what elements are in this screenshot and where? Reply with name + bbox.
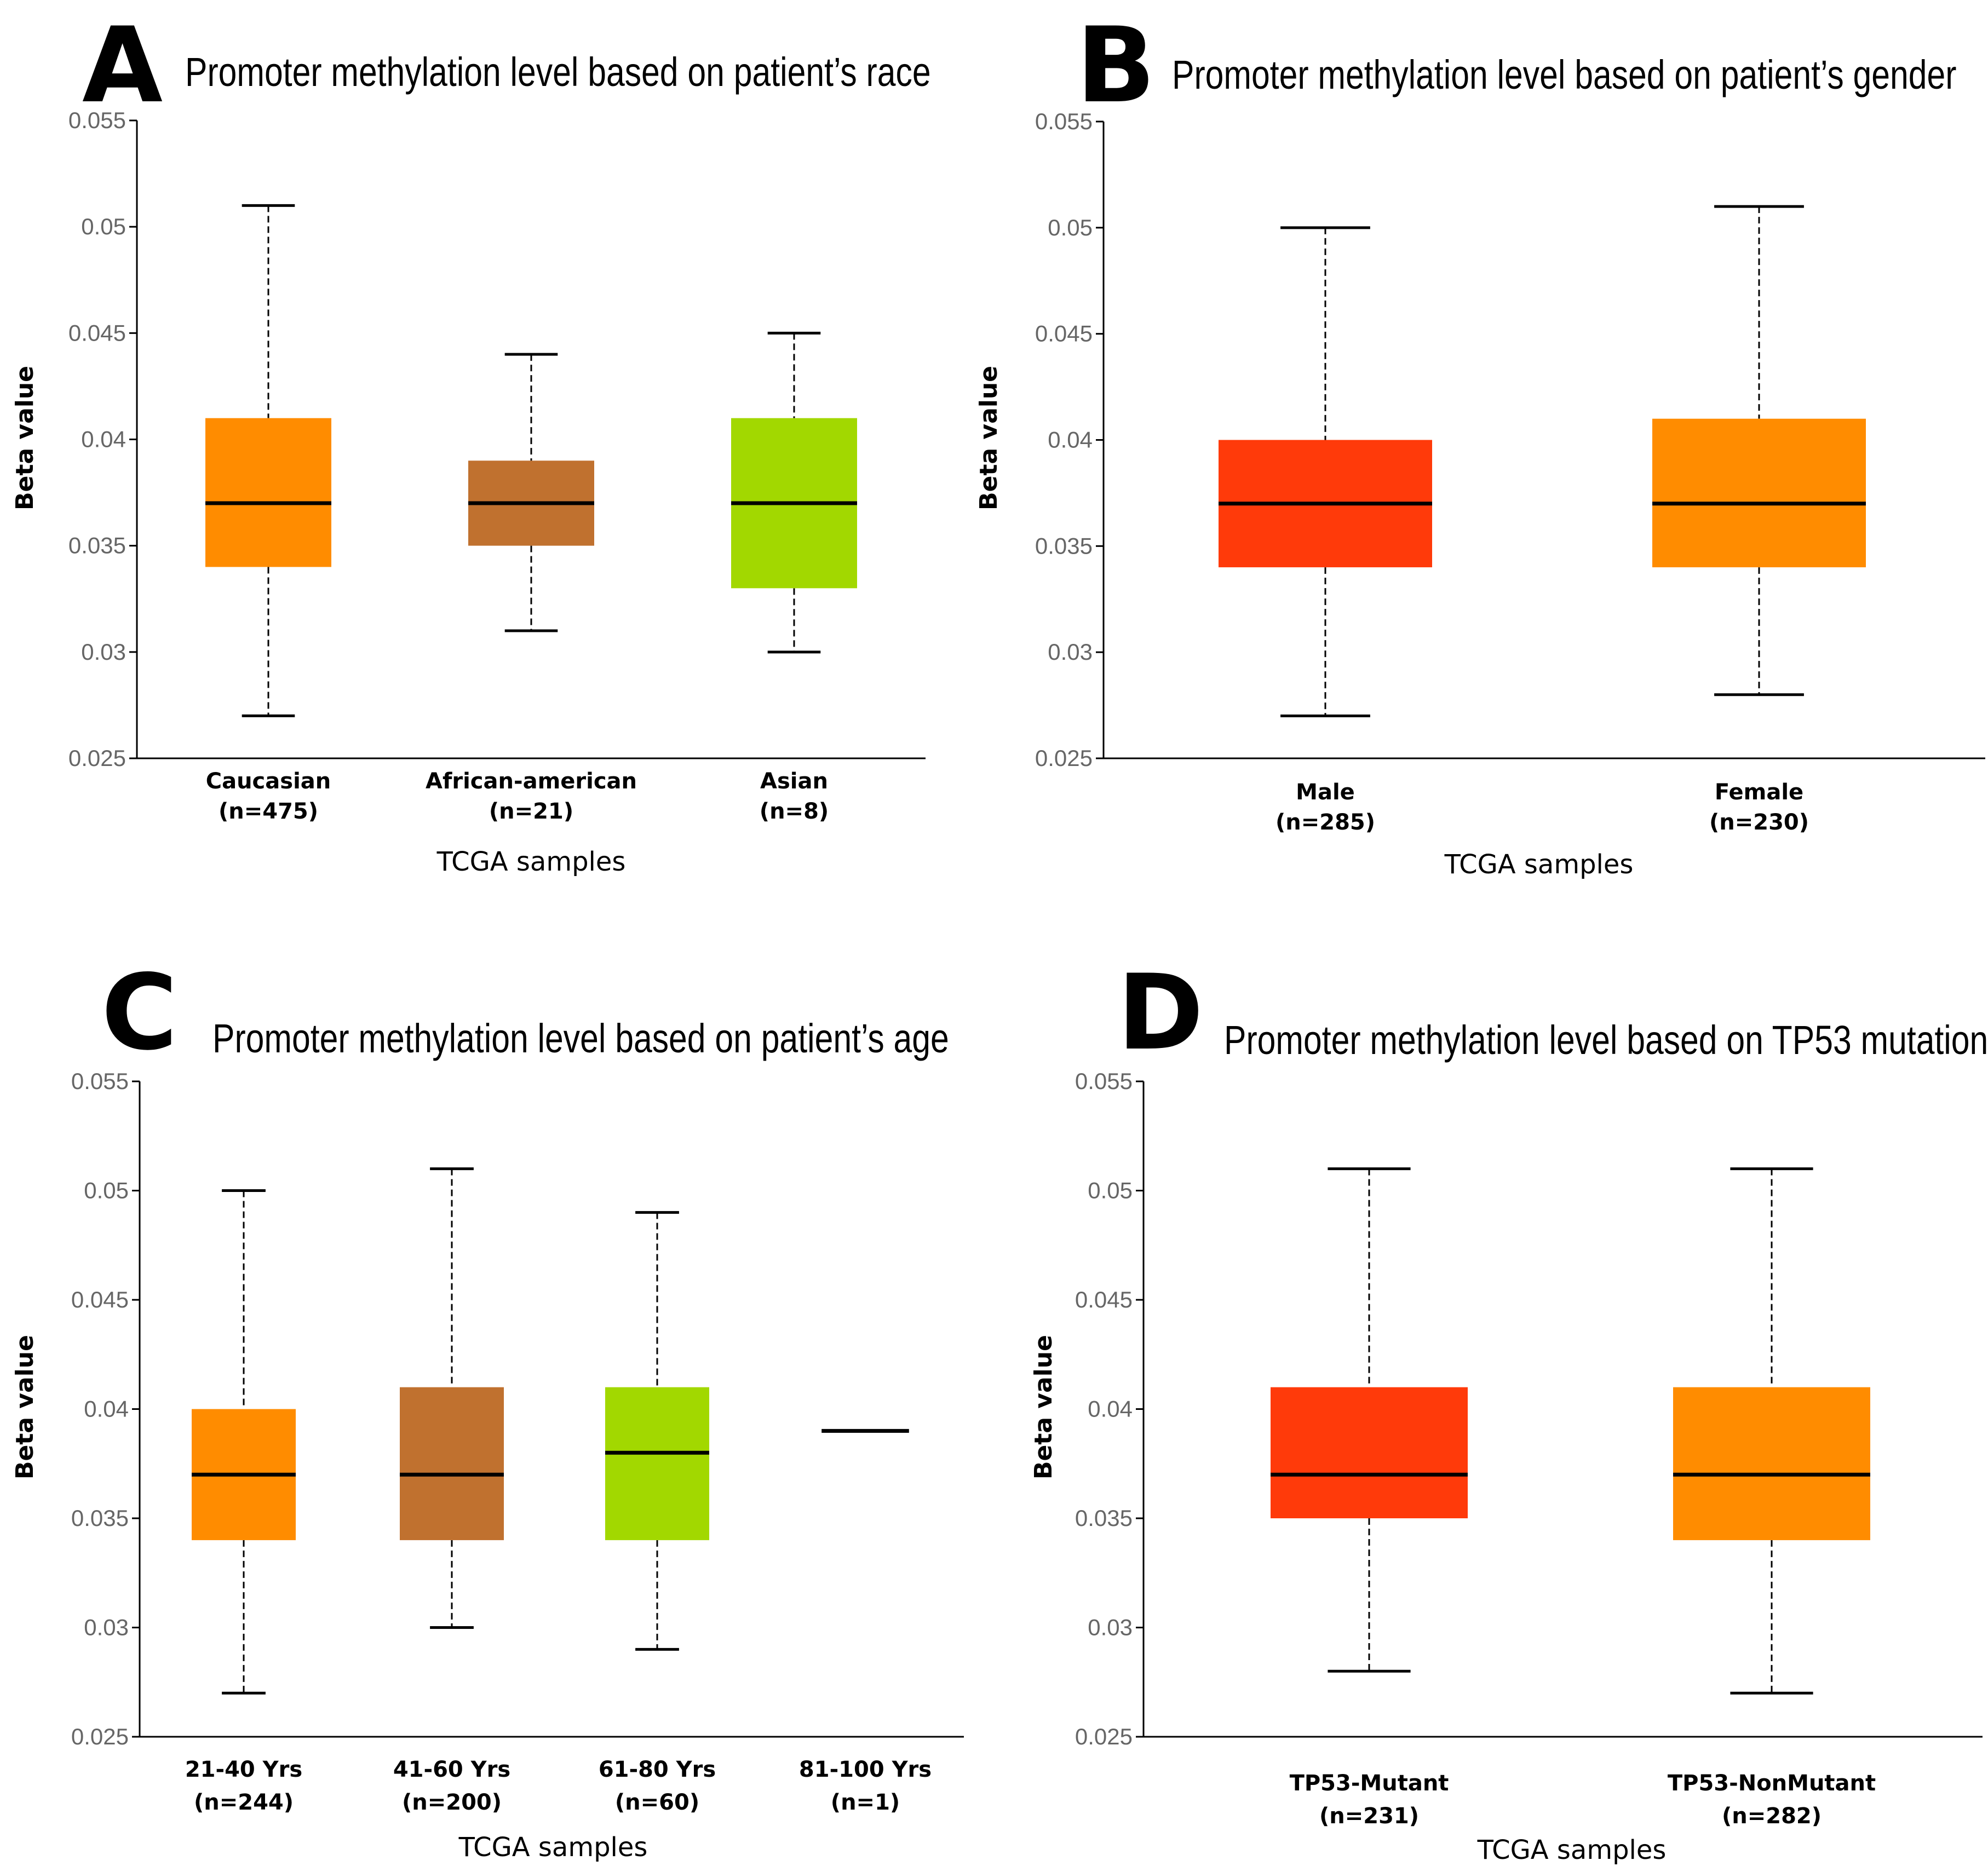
panel-letter: A [82, 5, 163, 126]
category-label: African-american [426, 769, 637, 794]
y-tick-label: 0.025 [1035, 745, 1093, 771]
y-tick-label: 0.05 [1088, 1178, 1133, 1203]
box-iqr [205, 418, 331, 567]
box-iqr [605, 1387, 709, 1540]
x-axis-label: TCGA samples [436, 846, 626, 877]
y-tick-label: 0.045 [68, 320, 126, 345]
panel-letter: D [1117, 952, 1204, 1073]
panel-a: A Promoter methylation level based on pa… [0, 0, 994, 931]
y-tick-label: 0.045 [1075, 1287, 1133, 1312]
category-label: Female [1715, 780, 1803, 805]
panel-c: C Promoter methylation level based on pa… [0, 936, 994, 1872]
category-label: TP53-Mutant [1290, 1771, 1449, 1796]
box-plot-b: 0.025 0.03 0.035 0.04 0.045 0.05 0.055 Male (n=2… [975, 108, 1985, 880]
y-axis-label: Beta value [975, 366, 1003, 510]
box-plot-d: 0.025 0.03 0.035 0.04 0.045 0.05 0.055 TP53-Mut… [1030, 1068, 1983, 1865]
y-tick-label: 0.04 [84, 1396, 129, 1422]
sample-count-label: (n=8) [760, 799, 829, 824]
sample-count-label: (n=282) [1722, 1804, 1822, 1829]
y-tick-label: 0.035 [68, 533, 126, 558]
y-axis-label: Beta value [11, 366, 39, 510]
y-tick-label: 0.055 [1035, 108, 1093, 134]
y-tick-label: 0.03 [1048, 639, 1093, 665]
sample-count-label: (n=60) [615, 1790, 699, 1815]
x-axis-label: TCGA samples [1477, 1835, 1667, 1865]
sample-count-label: (n=475) [219, 799, 318, 824]
panel-b: B Promoter methylation level based on pa… [964, 0, 1988, 931]
y-tick-label: 0.055 [1075, 1068, 1133, 1094]
chart-title: Promoter methylation level based on pati… [185, 49, 931, 95]
sample-count-label: (n=1) [831, 1790, 900, 1815]
y-tick-label: 0.05 [1048, 215, 1093, 240]
y-tick-label: 0.035 [71, 1505, 129, 1531]
sample-count-label: (n=231) [1319, 1804, 1419, 1829]
category-label: Male [1296, 780, 1355, 805]
y-axis-label: Beta value [1030, 1335, 1058, 1479]
sample-count-label: (n=21) [489, 799, 573, 824]
box-iqr [1673, 1387, 1870, 1540]
y-tick-label: 0.05 [81, 214, 126, 239]
category-label: 21-40 Yrs [185, 1757, 302, 1782]
y-tick-label: 0.03 [84, 1615, 129, 1640]
sample-count-label: (n=200) [402, 1790, 502, 1815]
chart-title: Promoter methylation level based on pati… [212, 1016, 949, 1061]
panel-letter: B [1076, 5, 1156, 126]
sample-count-label: (n=285) [1275, 810, 1375, 835]
chart-title: Promoter methylation level based on pati… [1172, 52, 1957, 97]
box-iqr [1652, 418, 1866, 568]
box-plot-a: 0.025 0.03 0.035 0.04 0.045 0.05 0.055 Caucasia… [11, 107, 926, 877]
box-iqr [400, 1387, 504, 1540]
y-tick-label: 0.045 [1035, 321, 1093, 347]
y-tick-label: 0.045 [71, 1287, 129, 1312]
chart-title: Promoter methylation level based on TP53… [1224, 1017, 1988, 1063]
y-tick-label: 0.035 [1035, 533, 1093, 558]
y-tick-label: 0.04 [1088, 1396, 1133, 1422]
category-label: 81-100 Yrs [799, 1757, 932, 1782]
y-tick-label: 0.04 [81, 427, 126, 452]
sample-count-label: (n=244) [194, 1790, 294, 1815]
y-tick-label: 0.03 [1088, 1615, 1133, 1640]
y-tick-label: 0.035 [1075, 1505, 1133, 1531]
x-axis-label: TCGA samples [1444, 849, 1634, 880]
y-tick-label: 0.025 [71, 1724, 129, 1749]
y-tick-label: 0.04 [1048, 427, 1093, 453]
panel-letter: C [101, 952, 178, 1073]
category-label: TP53-NonMutant [1668, 1771, 1876, 1796]
panel-d: D Promoter methylation level based on TP… [997, 936, 1988, 1872]
box-iqr [1271, 1387, 1468, 1518]
y-tick-label: 0.055 [71, 1068, 129, 1094]
y-tick-label: 0.05 [84, 1178, 129, 1203]
y-tick-label: 0.055 [68, 107, 126, 133]
box-plot-c: 0.025 0.03 0.035 0.04 0.045 0.05 0.055 21-40 Yr… [11, 1068, 964, 1863]
y-tick-label: 0.025 [1075, 1724, 1133, 1749]
category-label: Caucasian [206, 769, 331, 794]
y-tick-label: 0.025 [68, 745, 126, 771]
category-label: Asian [760, 769, 828, 794]
sample-count-label: (n=230) [1709, 810, 1809, 835]
x-axis-label: TCGA samples [458, 1832, 648, 1863]
category-label: 41-60 Yrs [393, 1757, 510, 1782]
y-tick-label: 0.03 [81, 639, 126, 665]
category-label: 61-80 Yrs [599, 1757, 716, 1782]
y-axis-label: Beta value [11, 1335, 39, 1479]
